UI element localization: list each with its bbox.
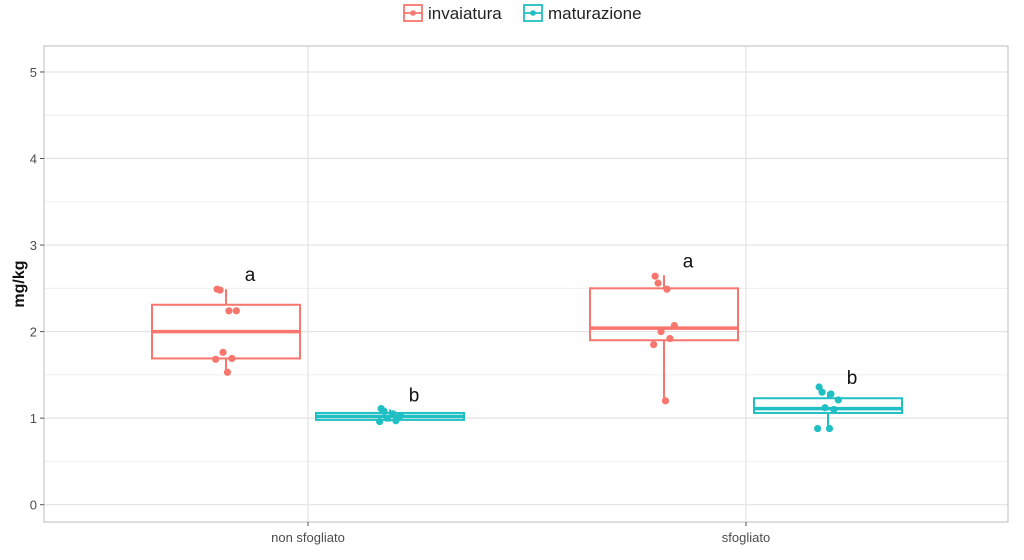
data-point-maturazione <box>827 390 835 398</box>
legend-label: invaiatura <box>428 4 502 23</box>
data-point-invaiatura <box>657 328 665 336</box>
data-point-invaiatura <box>663 285 671 293</box>
data-point-invaiatura <box>670 321 678 330</box>
data-point-maturazione <box>383 414 391 422</box>
significance-letters: a a b b <box>245 251 858 406</box>
data-point-invaiatura <box>661 397 670 405</box>
data-point-invaiatura <box>650 340 658 349</box>
y-axis-label: mg/kg <box>11 260 28 307</box>
legend-key-point <box>530 10 536 16</box>
data-point-maturazione <box>392 417 400 425</box>
panel-border <box>43 45 1009 523</box>
y-tick-label: 5 <box>30 65 37 80</box>
significance-letter: a <box>245 265 256 286</box>
legend-label: maturazione <box>548 4 642 23</box>
data-point-maturazione <box>818 388 826 396</box>
data-point-invaiatura <box>654 279 662 287</box>
legend-item-maturazione: maturazione <box>523 4 642 23</box>
y-tick-label: 2 <box>30 325 37 340</box>
y-tick-label: 0 <box>30 498 37 513</box>
data-point-maturazione <box>396 411 404 420</box>
legend-key-point <box>410 10 416 16</box>
data-point-maturazione <box>825 424 834 433</box>
legend: invaiatura maturazione <box>403 4 642 23</box>
data-point-invaiatura <box>225 307 233 315</box>
data-point-maturazione <box>821 404 829 412</box>
y-tick-label: 4 <box>30 152 37 167</box>
x-axis: non sfogliato sfogliato <box>271 522 770 545</box>
panel-background <box>44 46 1008 522</box>
data-point-invaiatura <box>212 355 220 363</box>
data-point-maturazione <box>830 405 838 414</box>
y-tick-label: 1 <box>30 411 37 426</box>
data-point-invaiatura <box>228 354 236 363</box>
significance-letter: a <box>683 251 694 272</box>
data-point-invaiatura <box>666 334 674 343</box>
data-point-maturazione <box>389 410 397 418</box>
data-point-maturazione <box>380 407 388 415</box>
data-point-invaiatura <box>216 286 224 294</box>
data-point-maturazione <box>376 418 384 426</box>
data-point-maturazione <box>814 424 822 433</box>
data-point-invaiatura <box>232 307 240 315</box>
x-tick-label: non sfogliato <box>271 530 345 545</box>
legend-item-invaiatura: invaiatura <box>403 4 502 23</box>
x-tick-label: sfogliato <box>722 530 770 545</box>
data-point-invaiatura <box>219 348 227 356</box>
y-axis: 0 1 2 3 4 5 <box>30 65 44 513</box>
data-point-maturazione <box>834 396 842 404</box>
box-maturazione <box>753 397 903 414</box>
y-tick-label: 3 <box>30 238 37 253</box>
data-point-invaiatura <box>223 368 232 376</box>
grid-lines <box>44 46 1008 522</box>
significance-letter: b <box>847 368 858 389</box>
significance-letter: b <box>409 385 420 406</box>
points-layer <box>212 272 842 433</box>
data-point-invaiatura <box>651 272 659 280</box>
